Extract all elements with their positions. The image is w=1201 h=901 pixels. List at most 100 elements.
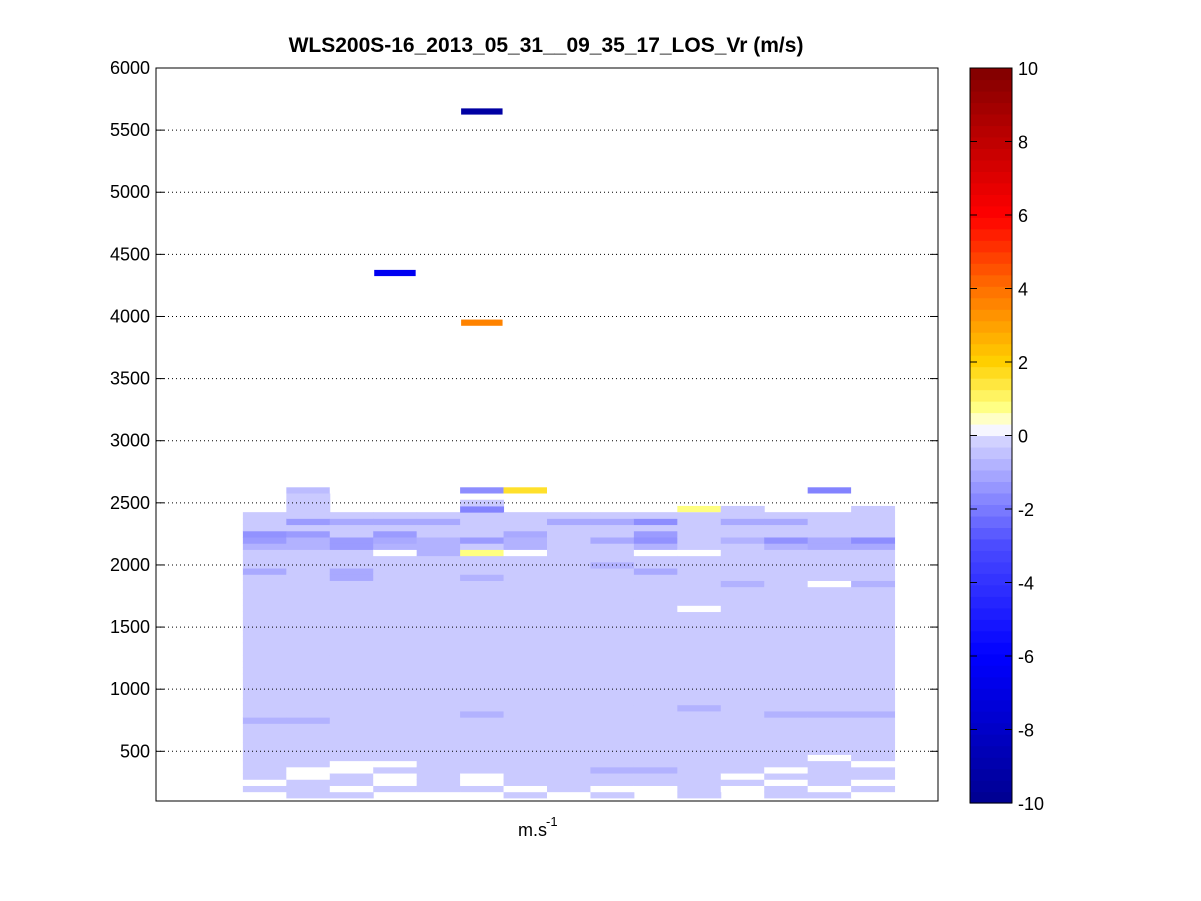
heatmap-cell xyxy=(633,617,678,625)
heatmap-cell xyxy=(547,605,591,613)
heatmap-cell xyxy=(851,574,896,581)
y-tick-label: 6000 xyxy=(110,58,150,78)
heatmap-cell xyxy=(851,568,896,575)
heatmap-cell xyxy=(590,611,635,619)
heatmap-cell xyxy=(242,537,287,544)
plot-frame xyxy=(155,67,939,802)
y-tick-label: 4500 xyxy=(110,244,150,264)
heatmap-cell xyxy=(633,673,678,681)
heatmap-cell xyxy=(590,580,635,588)
heatmap-cell xyxy=(633,692,678,699)
heatmap-cell xyxy=(373,518,418,526)
heatmap-cell xyxy=(807,661,852,668)
heatmap-cell xyxy=(416,704,461,712)
heatmap-cell xyxy=(677,748,722,755)
heatmap-cell xyxy=(720,543,765,550)
heatmap-cell xyxy=(720,704,765,712)
heatmap-cell xyxy=(286,710,331,718)
heatmap-cell xyxy=(547,741,591,749)
heatmap-cell xyxy=(547,735,591,743)
heatmap-cell xyxy=(677,698,722,706)
heatmap-cell xyxy=(242,723,287,731)
heatmap-cell xyxy=(764,518,809,526)
heatmap-cell xyxy=(590,568,635,575)
heatmap-cell xyxy=(851,580,896,588)
heatmap-cell xyxy=(633,704,678,712)
heatmap-cell xyxy=(460,630,505,637)
heatmap-cell xyxy=(547,592,591,600)
heatmap-cell xyxy=(633,561,678,569)
heatmap-cells xyxy=(242,108,896,799)
heatmap-cell xyxy=(373,623,418,631)
heatmap-cell xyxy=(329,611,374,619)
colorbar-segment xyxy=(970,424,1012,437)
heatmap-cell xyxy=(764,605,809,613)
heatmap-cell xyxy=(286,568,331,575)
heatmap-cell xyxy=(416,574,461,581)
heatmap-cell xyxy=(720,655,765,662)
heatmap-cell xyxy=(503,518,548,526)
heatmap-cell xyxy=(329,512,374,519)
heatmap-cell xyxy=(720,592,765,600)
heatmap-cell xyxy=(764,748,809,755)
heatmap-cell xyxy=(677,779,722,786)
colorbar-segment xyxy=(970,607,1012,620)
heatmap-cell xyxy=(329,661,374,668)
heatmap-cell xyxy=(547,679,591,687)
heatmap-cell xyxy=(764,586,809,594)
heatmap-cell xyxy=(720,636,765,644)
heatmap-cell xyxy=(633,592,678,600)
heatmap-cell xyxy=(677,729,722,737)
colorbar-segment xyxy=(970,171,1012,184)
heatmap-cell xyxy=(373,754,418,762)
heatmap-cell xyxy=(720,779,765,786)
heatmap-cell xyxy=(286,518,331,526)
heatmap-cell xyxy=(764,661,809,668)
heatmap-cell xyxy=(677,735,722,743)
heatmap-cell xyxy=(633,512,678,519)
colorbar-segment xyxy=(970,653,1012,666)
heatmap-cell xyxy=(329,530,374,538)
heatmap-cell xyxy=(286,605,331,613)
heatmap-cell xyxy=(286,760,331,768)
heatmap-cell xyxy=(677,760,722,768)
heatmap-cell xyxy=(590,741,635,749)
heatmap-cell xyxy=(547,729,591,737)
heatmap-cell xyxy=(764,673,809,681)
heatmap-cell xyxy=(329,574,374,581)
heatmap-cell xyxy=(807,785,852,793)
heatmap-cell xyxy=(286,530,331,538)
heatmap-cell xyxy=(677,555,722,563)
heatmap-cell xyxy=(242,679,287,687)
heatmap-cell xyxy=(851,754,896,762)
heatmap-cell xyxy=(547,524,591,532)
heatmap-cell xyxy=(286,667,331,675)
heatmap-cell xyxy=(460,524,505,532)
heatmap-cell xyxy=(764,729,809,737)
heatmap-cell xyxy=(242,698,287,706)
heatmap-cell xyxy=(373,717,418,724)
heatmap-cell xyxy=(460,537,505,544)
colorbar-segment xyxy=(970,492,1012,505)
heatmap-cell xyxy=(590,791,635,799)
colorbar-segment xyxy=(970,240,1012,253)
heatmap-cell xyxy=(764,773,809,780)
heatmap-cell xyxy=(677,599,722,606)
heatmap-cell xyxy=(547,512,591,519)
heatmap-cell xyxy=(590,617,635,625)
heatmap-cell xyxy=(590,555,635,563)
heatmap-cell xyxy=(503,599,548,606)
colorbar-segment xyxy=(970,584,1012,597)
heatmap-cell xyxy=(677,717,722,724)
heatmap-cell xyxy=(547,586,591,594)
heatmap-cell xyxy=(460,748,505,755)
heatmap-cell xyxy=(286,549,331,557)
heatmap-cell xyxy=(764,549,809,557)
heatmap-cell xyxy=(807,623,852,631)
colorbar-segment xyxy=(970,527,1012,540)
heatmap-cell xyxy=(286,505,331,513)
heatmap-cell xyxy=(373,555,418,563)
heatmap-cell xyxy=(416,636,461,644)
heatmap-cell xyxy=(373,561,418,569)
heatmap-cell xyxy=(633,524,678,532)
